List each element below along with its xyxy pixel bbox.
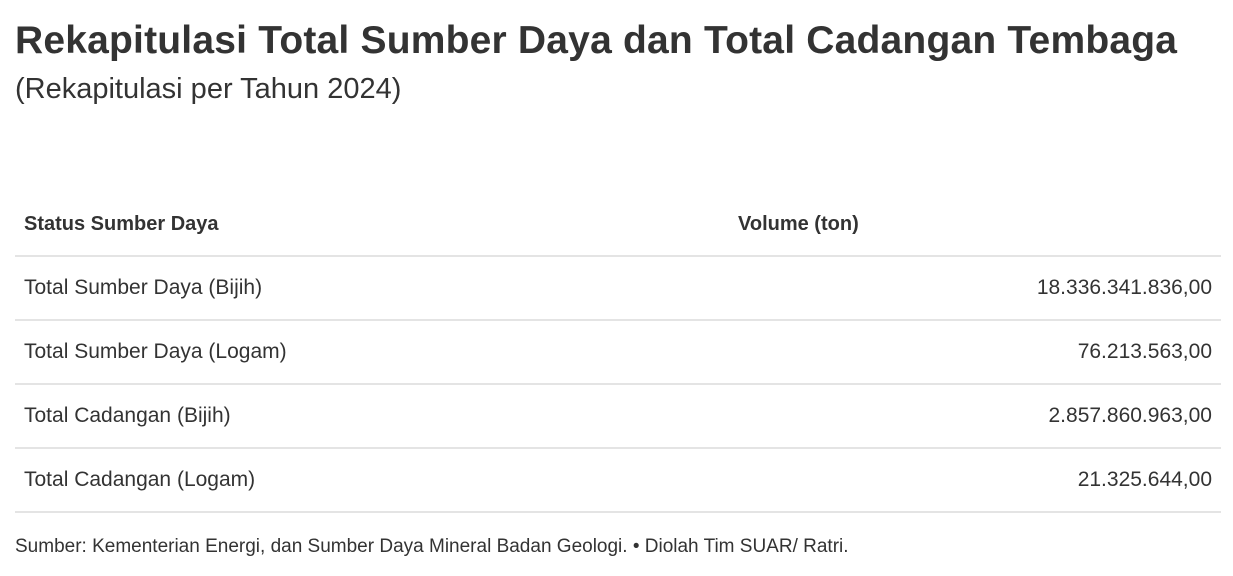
table-row: Total Sumber Daya (Logam) 76.213.563,00 <box>15 320 1221 385</box>
volume-cell: 76.213.563,00 <box>729 320 1221 385</box>
data-table: Status Sumber Daya Volume (ton) Total Su… <box>15 193 1221 513</box>
status-cell: Total Cadangan (Logam) <box>15 448 729 513</box>
column-header-status[interactable]: Status Sumber Daya <box>15 193 729 257</box>
table-header-row: Status Sumber Daya Volume (ton) <box>15 193 1221 257</box>
table-row: Total Cadangan (Logam) 21.325.644,00 <box>15 448 1221 513</box>
status-cell: Total Sumber Daya (Bijih) <box>15 256 729 321</box>
chart-subtitle: (Rekapitulasi per Tahun 2024) <box>15 73 402 105</box>
column-header-volume[interactable]: Volume (ton) <box>729 193 1221 257</box>
table-row: Total Cadangan (Bijih) 2.857.860.963,00 <box>15 384 1221 449</box>
table-row: Total Sumber Daya (Bijih) 18.336.341.836,… <box>15 256 1221 321</box>
chart-title: Rekapitulasi Total Sumber Daya dan Total… <box>15 19 1178 62</box>
status-cell: Total Cadangan (Bijih) <box>15 384 729 449</box>
source-note: Sumber: Kementerian Energi, dan Sumber D… <box>15 536 849 557</box>
volume-cell: 21.325.644,00 <box>729 448 1221 513</box>
volume-cell: 2.857.860.963,00 <box>729 384 1221 449</box>
header: Rekapitulasi Total Sumber Daya dan Total… <box>15 16 1221 107</box>
status-cell: Total Sumber Daya (Logam) <box>15 320 729 385</box>
volume-cell: 18.336.341.836,00 <box>729 256 1221 321</box>
